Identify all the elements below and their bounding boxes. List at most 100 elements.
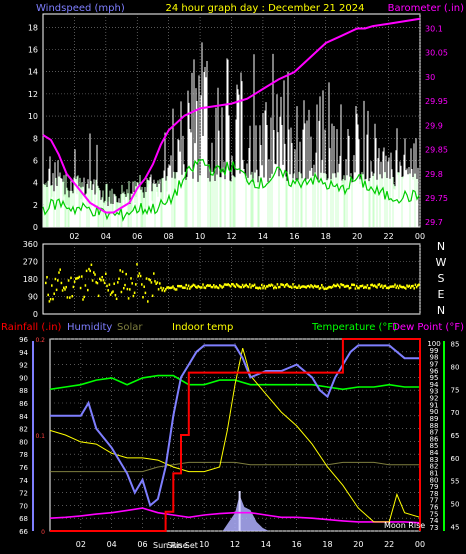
direction-point	[88, 267, 90, 271]
direction-point	[351, 283, 353, 286]
compass-label: E	[438, 288, 445, 301]
direction-point	[166, 286, 168, 289]
direction-point	[205, 284, 208, 288]
temperature-y-tick-label: 80	[430, 476, 439, 484]
direction-point	[204, 286, 207, 290]
direction-point	[240, 286, 243, 289]
direction-point	[373, 284, 376, 287]
direction-point	[231, 282, 233, 286]
direction-point	[367, 287, 370, 290]
direction-point	[335, 284, 337, 288]
direction-point	[253, 283, 256, 286]
wind-x-tick-label: 06	[132, 232, 142, 241]
direction-point	[407, 285, 409, 288]
direction-point	[229, 285, 232, 288]
dewpoint-y-tick-label: 75	[451, 386, 460, 394]
direction-point	[127, 297, 130, 300]
direction-point	[124, 283, 126, 287]
humidity-y-tick-label: 94	[19, 349, 28, 357]
direction-point	[156, 281, 159, 284]
direction-panel-frame	[42, 243, 421, 315]
dewpoint-y-tick-label: 60	[451, 455, 460, 463]
direction-point	[178, 284, 180, 288]
direction-point	[401, 286, 403, 289]
direction-point	[280, 283, 282, 286]
direction-point	[323, 287, 325, 291]
wind-x-tick-label: 22	[383, 232, 393, 241]
legend-rainfall: Rainfall (.in)	[1, 322, 62, 333]
legend-humidity: Humidity	[67, 322, 112, 333]
direction-point	[120, 290, 123, 294]
direction-point	[277, 286, 280, 289]
wind-x-tick-label: 16	[289, 232, 299, 241]
direction-point	[175, 288, 178, 291]
direction-point	[304, 285, 306, 289]
direction-point	[163, 289, 166, 293]
direction-point	[114, 293, 117, 297]
direction-point	[222, 285, 225, 288]
direction-point	[189, 287, 191, 290]
direction-point	[112, 290, 114, 293]
wind-x-tick-label: 10	[195, 232, 205, 241]
humidity-y-tick-label: 66	[19, 528, 28, 536]
wind-panel-labels: 02468101214161829.729.7529.829.8529.929.…	[28, 23, 448, 241]
temperature-y-tick-label: 89	[430, 415, 439, 423]
humidity-y-tick-label: 86	[19, 400, 28, 408]
direction-point	[417, 284, 419, 287]
direction-point	[297, 286, 299, 289]
direction-point	[394, 283, 396, 286]
humidity-y-tick-label: 90	[19, 374, 28, 382]
temperature-y-tick-label: 75	[430, 510, 439, 518]
direction-point	[76, 277, 78, 280]
direction-point	[360, 284, 363, 288]
direction-point	[103, 281, 106, 285]
humidity-y-tick-label: 74	[19, 477, 28, 485]
direction-point	[82, 298, 84, 301]
direction-point	[148, 278, 150, 281]
direction-point	[215, 285, 217, 288]
temperature-y-tick-label: 94	[430, 381, 439, 389]
direction-point	[221, 286, 223, 289]
direction-point	[179, 285, 181, 288]
direction-point	[294, 285, 297, 288]
direction-point	[256, 286, 258, 290]
direction-point	[183, 286, 185, 289]
direction-point	[102, 279, 105, 282]
direction-point	[225, 283, 227, 286]
direction-point	[382, 286, 384, 290]
direction-point	[310, 284, 312, 287]
direction-point	[228, 284, 231, 287]
direction-point	[84, 284, 87, 287]
direction-point	[264, 287, 267, 290]
direction-point	[157, 288, 160, 291]
dewpoint-y-tick-label: 85	[451, 341, 460, 349]
direction-point	[150, 281, 153, 284]
direction-point	[49, 297, 52, 301]
direction-point	[119, 269, 121, 272]
temperature-y-tick-label: 77	[430, 497, 439, 505]
direction-point	[214, 286, 216, 289]
direction-point	[173, 287, 175, 290]
temperature-y-tick-label: 86	[430, 435, 439, 443]
humidity-y-tick-label: 76	[19, 464, 28, 472]
direction-point	[71, 295, 73, 298]
direction-point	[379, 285, 382, 288]
barometer-y-tick-label: 29.95	[425, 97, 448, 106]
direction-point	[343, 285, 346, 288]
temp-x-tick-label: 14	[261, 540, 271, 549]
direction-point	[97, 294, 100, 298]
direction-point	[192, 283, 195, 287]
direction-point	[106, 284, 108, 288]
barometer-line	[42, 17, 421, 214]
direction-point	[265, 285, 268, 288]
dewpoint-y-tick-label: 70	[451, 409, 460, 417]
temperature-panel-lines	[49, 338, 421, 532]
direction-point	[345, 285, 347, 288]
direction-point	[172, 285, 174, 288]
dewpoint-y-tick-label: 65	[451, 432, 460, 440]
direction-point	[55, 288, 58, 292]
direction-point	[246, 285, 249, 288]
wind-y-tick-label: 4	[33, 179, 38, 188]
direction-point	[408, 284, 411, 288]
direction-point	[133, 291, 136, 294]
